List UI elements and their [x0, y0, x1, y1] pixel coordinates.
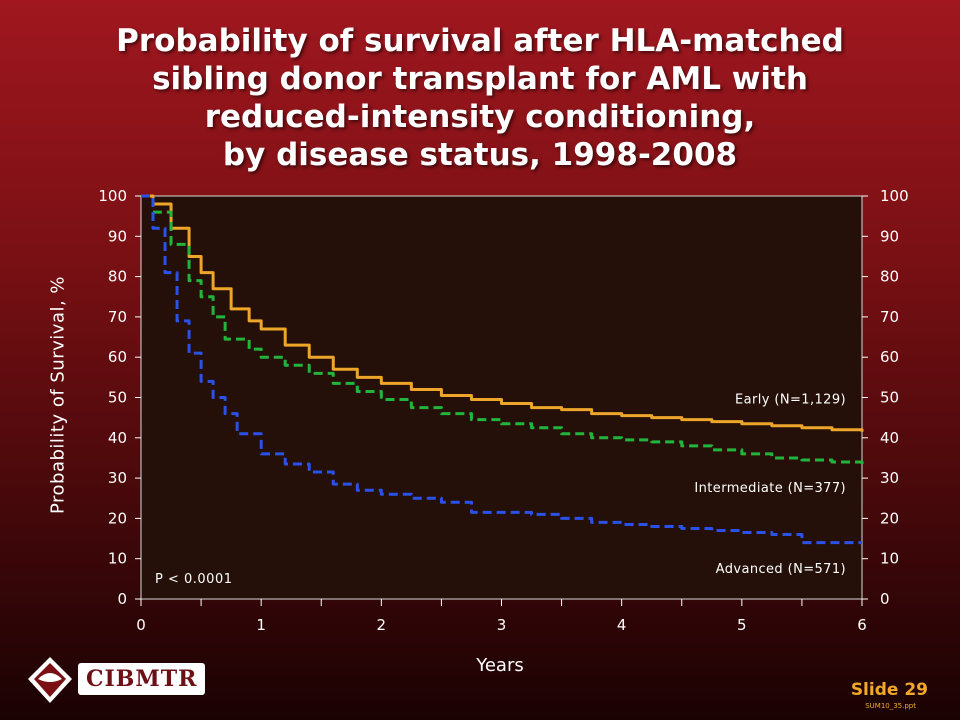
intermediate-label: Intermediate (N=377) — [694, 481, 846, 496]
x-tick-label: 4 — [617, 616, 627, 634]
y-tick-label: 70 — [108, 308, 127, 326]
x-axis-label: Years — [476, 655, 524, 676]
y-right-tick-label: 10 — [880, 550, 899, 568]
x-tick-label: 0 — [136, 616, 146, 634]
slide-title: Probability of survival after HLA-matche… — [116, 23, 844, 173]
y-tick-label: 30 — [108, 469, 127, 487]
y-tick-label: 10 — [108, 550, 127, 568]
series-layer — [141, 194, 864, 545]
cibmtr-logo: CIBMTR — [26, 655, 206, 705]
y-right-tick-label: 60 — [880, 348, 899, 366]
series-labels: Early (N=1,129) Intermediate (N=377) Advan… — [694, 393, 846, 577]
early-survival-line — [141, 194, 864, 432]
y-tick-label: 90 — [108, 227, 127, 245]
y-right-tick-label: 40 — [880, 429, 899, 447]
p-value-annotation: P < 0.0001 — [155, 572, 232, 587]
y-tick-label: 80 — [108, 268, 127, 286]
y-right-tick-label: 70 — [880, 308, 899, 326]
y-right-tick-label: 20 — [880, 509, 899, 527]
slide-number: Slide 29 — [850, 680, 928, 700]
y-axis-label: Probability of Survival, % — [47, 275, 69, 515]
slide-file-name: SUM10_35.ppt — [865, 702, 916, 710]
intermediate-survival-line — [141, 194, 864, 464]
x-axis: 0 1 2 3 4 5 6 — [136, 599, 867, 634]
y-tick-label: 40 — [108, 429, 127, 447]
y-right-tick-label: 100 — [880, 187, 909, 205]
x-tick-label: 1 — [256, 616, 266, 634]
y-tick-label: 50 — [108, 389, 127, 407]
y-tick-label: 100 — [98, 187, 127, 205]
y-tick-label: 0 — [117, 590, 127, 608]
x-tick-label: 5 — [737, 616, 747, 634]
y-axis-left: 0 10 20 30 40 50 60 70 80 90 100 — [98, 187, 141, 608]
x-tick-label: 2 — [377, 616, 387, 634]
y-right-tick-label: 50 — [880, 389, 899, 407]
y-right-tick-label: 0 — [880, 590, 890, 608]
y-right-tick-label: 30 — [880, 469, 899, 487]
advanced-survival-line — [141, 194, 862, 545]
plot-area — [140, 195, 863, 600]
x-tick-label: 3 — [497, 616, 507, 634]
y-right-tick-label: 80 — [880, 268, 899, 286]
y-right-tick-label: 90 — [880, 227, 899, 245]
logo-emblem-icon — [28, 657, 72, 703]
early-label: Early (N=1,129) — [735, 393, 846, 408]
logo-wordmark: CIBMTR — [78, 663, 206, 695]
y-tick-label: 20 — [108, 509, 127, 527]
y-tick-label: 60 — [108, 348, 127, 366]
advanced-label: Advanced (N=571) — [716, 562, 846, 577]
x-tick-label: 6 — [857, 616, 867, 634]
y-axis-right: 0 10 20 30 40 50 60 70 80 90 100 — [862, 187, 909, 608]
